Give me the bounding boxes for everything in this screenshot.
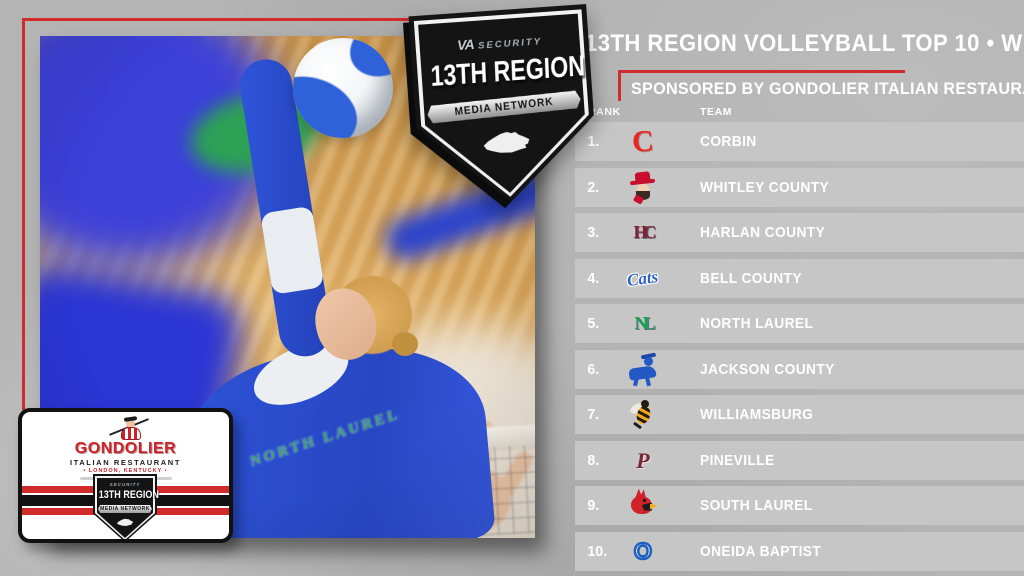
- sponsor-line: SPONSORED BY GONDOLIER ITALIAN RESTAURAN…: [631, 79, 1024, 98]
- table-row: 9. SOUTH LAUREL: [575, 486, 1024, 525]
- rank-label: 9.: [587, 497, 600, 514]
- team-column-header: TEAM: [700, 106, 733, 118]
- pineville-p-logo-icon: P: [636, 447, 650, 473]
- rank-column-header: RANK: [588, 106, 621, 118]
- oneida-baptist-o-logo-icon: O: [633, 537, 653, 566]
- whitley-county-colonel-mascot-icon: [618, 168, 668, 207]
- rank-label: 3.: [587, 224, 600, 241]
- corbin-logo-icon: C: [631, 123, 655, 159]
- team-name: SOUTH LAUREL: [700, 497, 813, 514]
- table-row: 1. C CORBIN: [575, 122, 1024, 161]
- page-title: 13TH REGION VOLLEYBALL TOP 10 • WEEK 8: [585, 30, 1024, 57]
- team-name: PINEVILLE: [700, 452, 775, 469]
- north-laurel-nl-logo-icon: NL: [634, 313, 655, 333]
- team-name: NORTH LAUREL: [700, 315, 814, 332]
- table-row: 6. JACKSON COUNTY: [575, 350, 1024, 389]
- photo-volleyball: [293, 38, 393, 138]
- south-laurel-cardinal-mascot-icon: [618, 486, 668, 525]
- mini-shield-security-label: SECURITY: [109, 482, 141, 487]
- team-name: WILLIAMSBURG: [700, 406, 814, 423]
- gondolier-brand-name: GONDOLIER: [74, 440, 177, 457]
- va-logo-icon: VA: [456, 35, 475, 54]
- red-bracket-horizontal: [618, 70, 905, 73]
- rank-label: 5.: [587, 315, 600, 332]
- rank-label: 10.: [587, 543, 608, 560]
- team-name: CORBIN: [700, 133, 757, 150]
- rank-label: 8.: [587, 452, 600, 469]
- gondolier-subtitle: ITALIAN RESTAURANT: [69, 458, 181, 467]
- media-network-shield-logo: VA SECURITY 13TH REGION MEDIA NETWORK: [409, 4, 600, 208]
- team-name: HARLAN COUNTY: [700, 224, 826, 241]
- red-frame-top-line: [22, 18, 412, 21]
- table-row: 5. NL NORTH LAUREL: [575, 304, 1024, 343]
- rank-label: 7.: [587, 406, 600, 423]
- gondolier-mascot-icon: [106, 416, 152, 440]
- team-name: BELL COUNTY: [700, 270, 802, 287]
- photo-player-hair-bun: [392, 332, 418, 356]
- rank-label: 1.: [587, 133, 600, 150]
- sponsor-card: GONDOLIER ITALIAN RESTAURANT • LONDON, K…: [18, 408, 233, 543]
- red-bracket-vertical: [618, 70, 621, 101]
- harlan-county-hc-logo-icon: HC: [633, 222, 657, 242]
- security-label: SECURITY: [477, 36, 543, 52]
- red-frame-left-line: [22, 18, 25, 410]
- rank-label: 6.: [587, 361, 600, 378]
- mini-shield-banner-ribbon: MEDIA NETWORK: [98, 505, 152, 513]
- williamsburg-yellowjacket-mascot-icon: [618, 395, 668, 434]
- table-row: 8. P PINEVILLE: [575, 441, 1024, 480]
- bell-county-cats-logo-icon: Cats: [626, 266, 660, 290]
- rank-label: 2.: [587, 179, 600, 196]
- mini-shield-title: 13TH REGION: [98, 489, 159, 501]
- mini-kentucky-state-icon: [117, 518, 133, 526]
- table-row: 2. WHITLEY COUNTY: [575, 168, 1024, 207]
- table-row: 10. O ONEIDA BAPTIST: [575, 532, 1024, 571]
- team-name: ONEIDA BAPTIST: [700, 543, 822, 560]
- mini-media-network-shield-logo: SECURITY 13TH REGION MEDIA NETWORK: [93, 474, 159, 539]
- table-row: 3. HC HARLAN COUNTY: [575, 213, 1024, 252]
- gondolier-location: • LONDON, KENTUCKY •: [83, 468, 168, 474]
- rank-label: 4.: [587, 270, 600, 287]
- team-name: WHITLEY COUNTY: [700, 179, 830, 196]
- table-row: 4. Cats BELL COUNTY: [575, 259, 1024, 298]
- team-name: JACKSON COUNTY: [700, 361, 835, 378]
- jackson-county-generals-mascot-icon: [618, 350, 668, 389]
- table-row: 7. WILLIAMSBURG: [575, 395, 1024, 434]
